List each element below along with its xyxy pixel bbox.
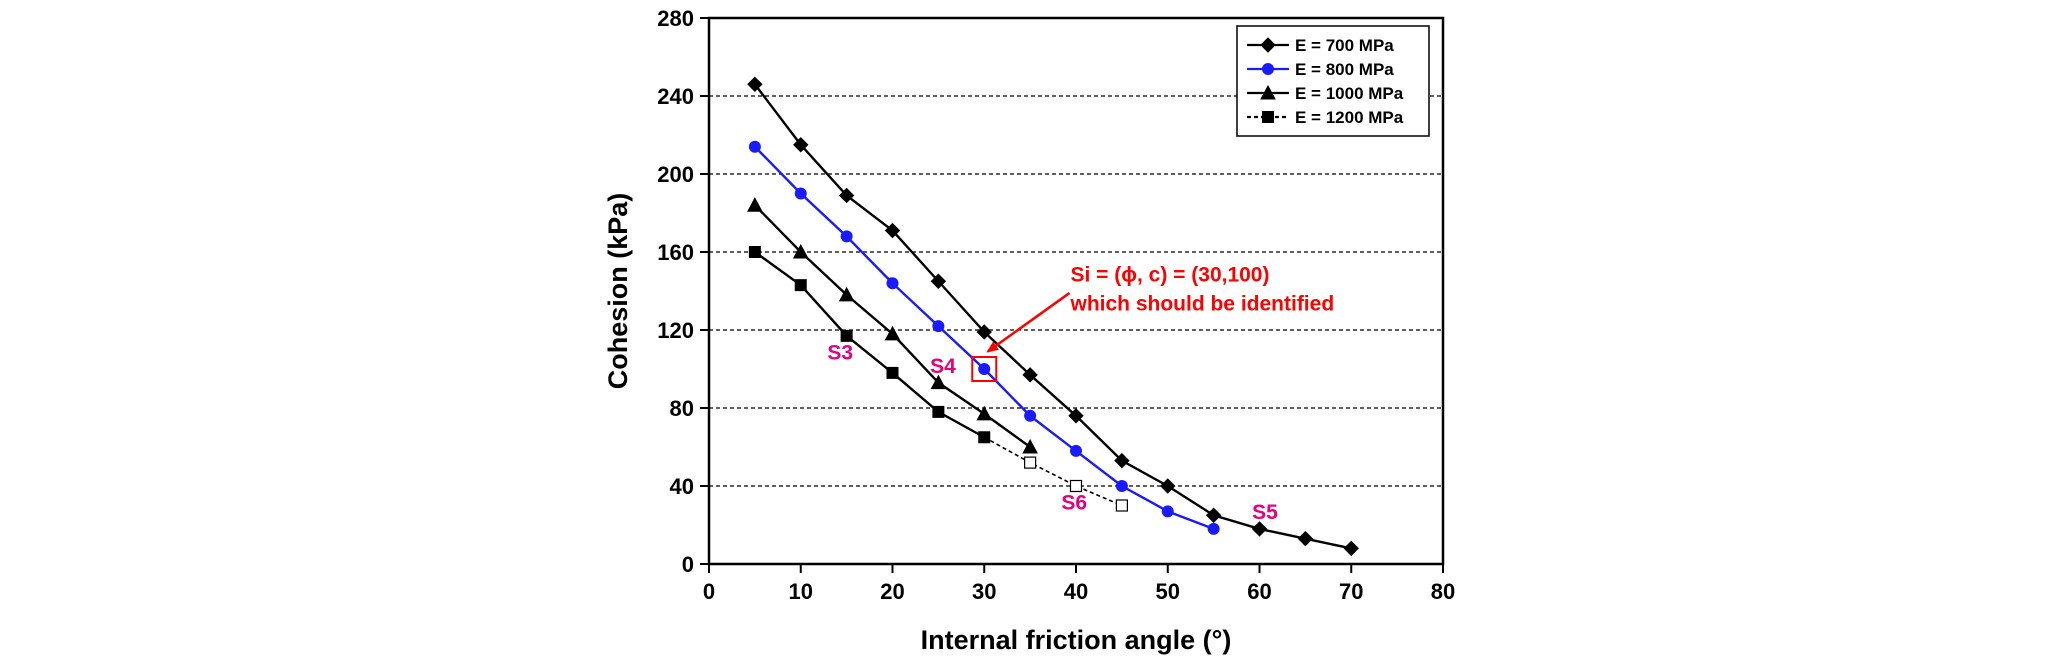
series-line [754,251,985,439]
series-4 [748,246,1128,512]
legend-label: E = 1200 MPa [1295,108,1404,127]
y-tick-label: 120 [657,318,694,343]
y-axis-title: Cohesion (kPa) [603,193,633,390]
x-axis-title: Internal friction angle (°) [921,625,1232,655]
y-tick-label: 280 [657,6,694,31]
data-point [1262,111,1274,123]
data-point [1260,84,1276,100]
y-tick-label: 80 [670,396,694,421]
data-point [978,363,991,375]
data-point [793,137,809,153]
data-point [1160,478,1176,494]
data-point [1343,540,1359,557]
x-tick-label: 40 [1064,579,1088,604]
y-tick-label: 160 [657,240,694,265]
point-label: S4 [930,355,956,378]
data-point [932,405,945,418]
y-tick-label: 200 [657,162,694,187]
series-line [753,83,1352,550]
data-point [886,366,899,379]
data-point [1205,507,1222,523]
series-3 [747,197,1038,454]
data-point [838,187,855,204]
data-point [1068,408,1084,424]
data-point [1161,505,1174,518]
legend-label: E = 800 MPa [1295,60,1394,79]
legend-label: E = 1000 MPa [1295,84,1404,103]
data-point [884,222,901,239]
y-tick-label: 240 [657,84,694,109]
x-tick-label: 10 [789,579,813,604]
x-tick-label: 0 [703,579,715,604]
data-point [794,187,807,200]
y-tick-label: 40 [670,474,694,499]
data-point [1251,521,1268,537]
data-point [1024,456,1037,469]
series-1 [747,76,1359,557]
legend-item: E = 800 MPa [1247,60,1394,79]
data-point [930,273,947,289]
data-point [1114,452,1130,469]
x-tick-label: 50 [1156,579,1180,604]
data-point [1262,63,1274,75]
x-tick-label: 70 [1339,579,1363,604]
data-point [978,431,991,444]
data-point [747,76,763,93]
data-point [840,230,853,243]
point-label: S3 [827,341,853,364]
highlight-box [971,356,998,382]
point-label: S5 [1252,501,1278,524]
data-point [1260,37,1276,53]
annotation-text: which should be identified [1069,292,1334,315]
legend-item: E = 700 MPa [1247,36,1394,55]
x-tick-label: 30 [972,579,996,604]
series-layer [747,76,1359,557]
grid-lines [709,95,1443,487]
data-point [794,279,807,292]
data-point [976,405,993,421]
data-point [1024,409,1037,422]
data-point [930,374,947,390]
legend-label: E = 700 MPa [1295,36,1394,55]
data-point [838,286,855,302]
data-point [1297,530,1314,547]
data-point [886,277,899,290]
annotation-layer: S3 S4 S5 S6 Si = (ϕ, c) = (30,100) which shou… [827,263,1334,524]
data-point [1069,479,1083,493]
data-point [1207,522,1220,535]
x-tick-label: 60 [1247,579,1271,604]
data-point [1070,444,1082,457]
data-point [1115,480,1128,492]
data-point [748,246,761,258]
data-point [1022,438,1038,454]
x-tick-label: 80 [1431,579,1455,604]
legend-item: E = 1000 MPa [1247,84,1404,103]
legend: E = 700 MPa E = 800 MPa E = 1000 MPa E = 12… [1236,25,1430,137]
y-tick-label: 0 [682,552,694,577]
data-point [932,320,945,333]
data-point [747,197,763,212]
legend-item: E = 1200 MPa [1247,108,1404,127]
data-point [792,243,809,259]
data-point [840,329,853,342]
series-2 [748,140,1220,535]
axes: 0 10 20 30 40 50 60 70 80 0 40 80 120 160 200 240 280 [657,6,1455,604]
x-tick-label: 20 [880,579,904,604]
annotation-text: Si = (ϕ, c) = (30,100) [1070,263,1269,286]
data-point [1115,499,1128,512]
data-point [976,324,992,340]
data-point [748,140,761,153]
data-point [1022,367,1038,383]
annotation-arrow [986,291,1071,353]
data-point [884,325,901,341]
point-label: S6 [1061,491,1087,514]
series-extension-line [983,436,1123,507]
